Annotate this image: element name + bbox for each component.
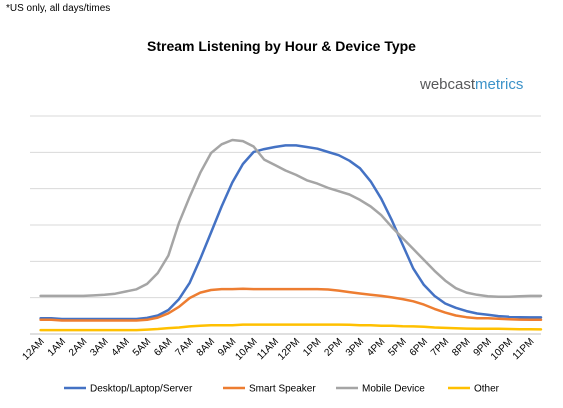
x-tick-label: 2AM — [67, 336, 89, 358]
legend-label: Mobile Device — [362, 384, 425, 395]
chart-note: *US only, all days/times — [6, 3, 111, 14]
x-tick-label: 8PM — [450, 336, 472, 358]
x-tick-label: 1AM — [46, 336, 68, 358]
series-line-1 — [39, 287, 543, 322]
legend-label: Desktop/Laptop/Server — [90, 384, 193, 395]
x-tick-label: 12PM — [276, 336, 302, 362]
chart-title: Stream Listening by Hour & Device Type — [147, 38, 416, 54]
series-lines — [39, 138, 543, 332]
series-line-0 — [39, 144, 543, 321]
x-tick-label: 10AM — [233, 336, 259, 362]
logo-text-part2: metrics — [475, 76, 524, 93]
logo-text-part1: webcast — [420, 76, 476, 93]
legend: Desktop/Laptop/Server Smart Speaker Mobile… — [64, 384, 500, 395]
legend-label: Other — [474, 384, 500, 395]
gridlines — [30, 115, 541, 335]
x-tick-label: 5AM — [131, 336, 153, 358]
x-tick-label: 3PM — [344, 336, 366, 358]
x-tick-label: 7AM — [173, 336, 195, 358]
series-line-3 — [39, 323, 543, 332]
x-tick-label: 6PM — [408, 336, 430, 358]
x-tick-label: 11PM — [511, 336, 537, 362]
legend-item: Smart Speaker — [223, 384, 316, 395]
legend-item: Other — [448, 384, 500, 395]
x-tick-label: 11AM — [255, 336, 281, 362]
x-tick-label: 5PM — [386, 336, 408, 358]
legend-item: Mobile Device — [336, 384, 425, 395]
x-tick-label: 7PM — [429, 336, 451, 358]
x-tick-label: 4PM — [365, 336, 387, 358]
legend-item: Desktop/Laptop/Server — [64, 384, 193, 395]
webcastmetrics-logo: webcastmetrics — [420, 76, 523, 93]
legend-label: Smart Speaker — [249, 384, 316, 395]
x-tick-label: 1PM — [301, 336, 323, 358]
x-tick-label: 10PM — [489, 336, 515, 362]
x-tick-label: 4AM — [110, 336, 132, 358]
x-axis-tick-labels: 12AM1AM2AM3AM4AM5AM6AM7AM8AM9AM10AM11AM1… — [21, 336, 537, 362]
x-tick-label: 3AM — [88, 336, 110, 358]
x-tick-label: 12AM — [21, 336, 47, 362]
x-tick-label: 2PM — [323, 336, 345, 358]
x-tick-label: 6AM — [152, 336, 174, 358]
x-tick-label: 8AM — [195, 336, 217, 358]
series-line-2 — [39, 138, 543, 298]
